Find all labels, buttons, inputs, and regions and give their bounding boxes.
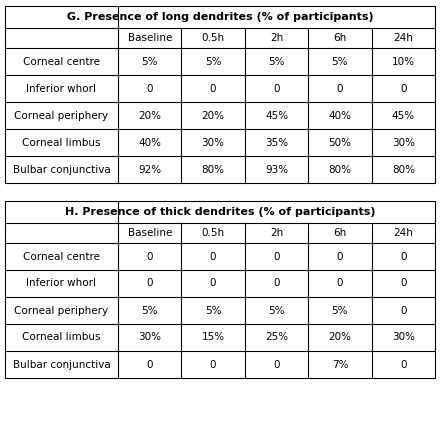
Text: 20%: 20% [202, 110, 224, 121]
Text: 0: 0 [273, 360, 280, 369]
Text: 45%: 45% [265, 110, 288, 121]
Text: 80%: 80% [328, 164, 352, 175]
Text: 24h: 24h [393, 228, 413, 238]
Text: 45%: 45% [392, 110, 415, 121]
Text: 0: 0 [147, 252, 153, 262]
Text: 40%: 40% [328, 110, 352, 121]
Text: 50%: 50% [328, 137, 352, 148]
Text: 0: 0 [273, 279, 280, 288]
Text: 0: 0 [337, 83, 343, 93]
Text: 92%: 92% [138, 164, 161, 175]
Text: 0.5h: 0.5h [202, 33, 225, 43]
Text: H. Presence of thick dendrites (% of participants): H. Presence of thick dendrites (% of par… [65, 207, 375, 217]
Text: 0: 0 [400, 360, 407, 369]
Text: 2h: 2h [270, 33, 283, 43]
Text: Inferior whorl: Inferior whorl [26, 83, 96, 93]
Text: 20%: 20% [138, 110, 161, 121]
Text: 0: 0 [400, 306, 407, 315]
Text: Corneal periphery: Corneal periphery [15, 306, 109, 315]
Text: Baseline: Baseline [128, 33, 172, 43]
Text: 0: 0 [210, 252, 216, 262]
Text: 7%: 7% [332, 360, 348, 369]
Text: 5%: 5% [268, 306, 285, 315]
Text: 0: 0 [337, 252, 343, 262]
Text: 0: 0 [273, 252, 280, 262]
Text: Corneal centre: Corneal centre [23, 56, 100, 66]
Text: 0: 0 [210, 279, 216, 288]
Text: 5%: 5% [268, 56, 285, 66]
Text: 5%: 5% [332, 56, 348, 66]
Text: 40%: 40% [138, 137, 161, 148]
Text: 5%: 5% [205, 56, 221, 66]
Text: 0: 0 [273, 83, 280, 93]
Text: Bulbar conjunctiva: Bulbar conjunctiva [13, 360, 110, 369]
Text: 0: 0 [400, 83, 407, 93]
Text: 30%: 30% [202, 137, 224, 148]
Text: 0: 0 [400, 279, 407, 288]
Text: 5%: 5% [141, 56, 158, 66]
Text: 0: 0 [337, 279, 343, 288]
Text: 0: 0 [210, 83, 216, 93]
Text: 0.5h: 0.5h [202, 228, 225, 238]
Text: 0: 0 [400, 252, 407, 262]
Text: G. Presence of long dendrites (% of participants): G. Presence of long dendrites (% of part… [67, 12, 373, 22]
Bar [5, 6, 435, 183]
Text: 15%: 15% [202, 333, 225, 342]
Text: 0: 0 [210, 360, 216, 369]
Text: 5%: 5% [332, 306, 348, 315]
Text: 30%: 30% [392, 333, 415, 342]
Text: 20%: 20% [328, 333, 352, 342]
Text: 5%: 5% [141, 306, 158, 315]
Text: 35%: 35% [265, 137, 288, 148]
Text: Bulbar conjunctiva: Bulbar conjunctiva [13, 164, 110, 175]
Text: 0: 0 [147, 360, 153, 369]
Text: 6h: 6h [333, 33, 347, 43]
Text: Corneal limbus: Corneal limbus [22, 137, 101, 148]
Text: 25%: 25% [265, 333, 288, 342]
Text: 6h: 6h [333, 228, 347, 238]
Text: 30%: 30% [138, 333, 161, 342]
Text: 93%: 93% [265, 164, 288, 175]
Text: 2h: 2h [270, 228, 283, 238]
Text: 0: 0 [147, 279, 153, 288]
Text: Corneal limbus: Corneal limbus [22, 333, 101, 342]
Text: Baseline: Baseline [128, 228, 172, 238]
Text: 5%: 5% [205, 306, 221, 315]
Text: 0: 0 [147, 83, 153, 93]
Text: Corneal periphery: Corneal periphery [15, 110, 109, 121]
Text: 24h: 24h [393, 33, 413, 43]
Text: 80%: 80% [392, 164, 415, 175]
Text: 10%: 10% [392, 56, 415, 66]
Bar [5, 201, 435, 378]
Text: 80%: 80% [202, 164, 224, 175]
Text: Corneal centre: Corneal centre [23, 252, 100, 262]
Text: 30%: 30% [392, 137, 415, 148]
Text: Inferior whorl: Inferior whorl [26, 279, 96, 288]
